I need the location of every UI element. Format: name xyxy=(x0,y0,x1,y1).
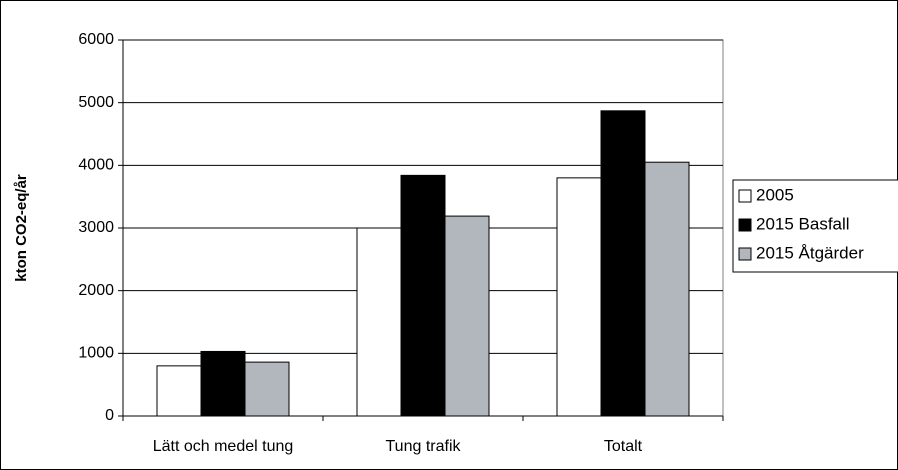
y-axis-label: kton CO2-eq/år xyxy=(13,174,30,282)
y-tick-label: 3000 xyxy=(78,219,114,236)
y-tick-label: 4000 xyxy=(78,157,114,174)
bar xyxy=(556,177,602,417)
bar xyxy=(356,227,402,417)
bar xyxy=(600,110,646,417)
bar xyxy=(400,174,446,417)
x-tick-label: Tung trafik xyxy=(386,438,462,455)
legend-swatch xyxy=(738,218,752,232)
bar xyxy=(156,365,202,417)
legend-swatch xyxy=(738,247,752,261)
bar xyxy=(244,361,290,417)
y-tick-label: 5000 xyxy=(78,94,114,111)
x-tick-label: Totalt xyxy=(604,438,643,455)
y-tick-label: 1000 xyxy=(78,345,114,362)
legend-label: 2005 xyxy=(756,185,794,204)
legend-label: 2015 Åtgärder xyxy=(756,243,864,262)
y-tick-label: 0 xyxy=(105,407,114,424)
legend-label: 2015 Basfall xyxy=(756,214,850,233)
x-tick-label: Lätt och medel tung xyxy=(153,438,294,455)
bar xyxy=(200,350,246,417)
y-tick-label: 6000 xyxy=(78,31,114,48)
legend-box xyxy=(732,179,898,273)
y-tick-label: 2000 xyxy=(78,282,114,299)
legend-swatch xyxy=(738,189,752,203)
bar xyxy=(644,161,690,417)
bar xyxy=(444,215,490,417)
